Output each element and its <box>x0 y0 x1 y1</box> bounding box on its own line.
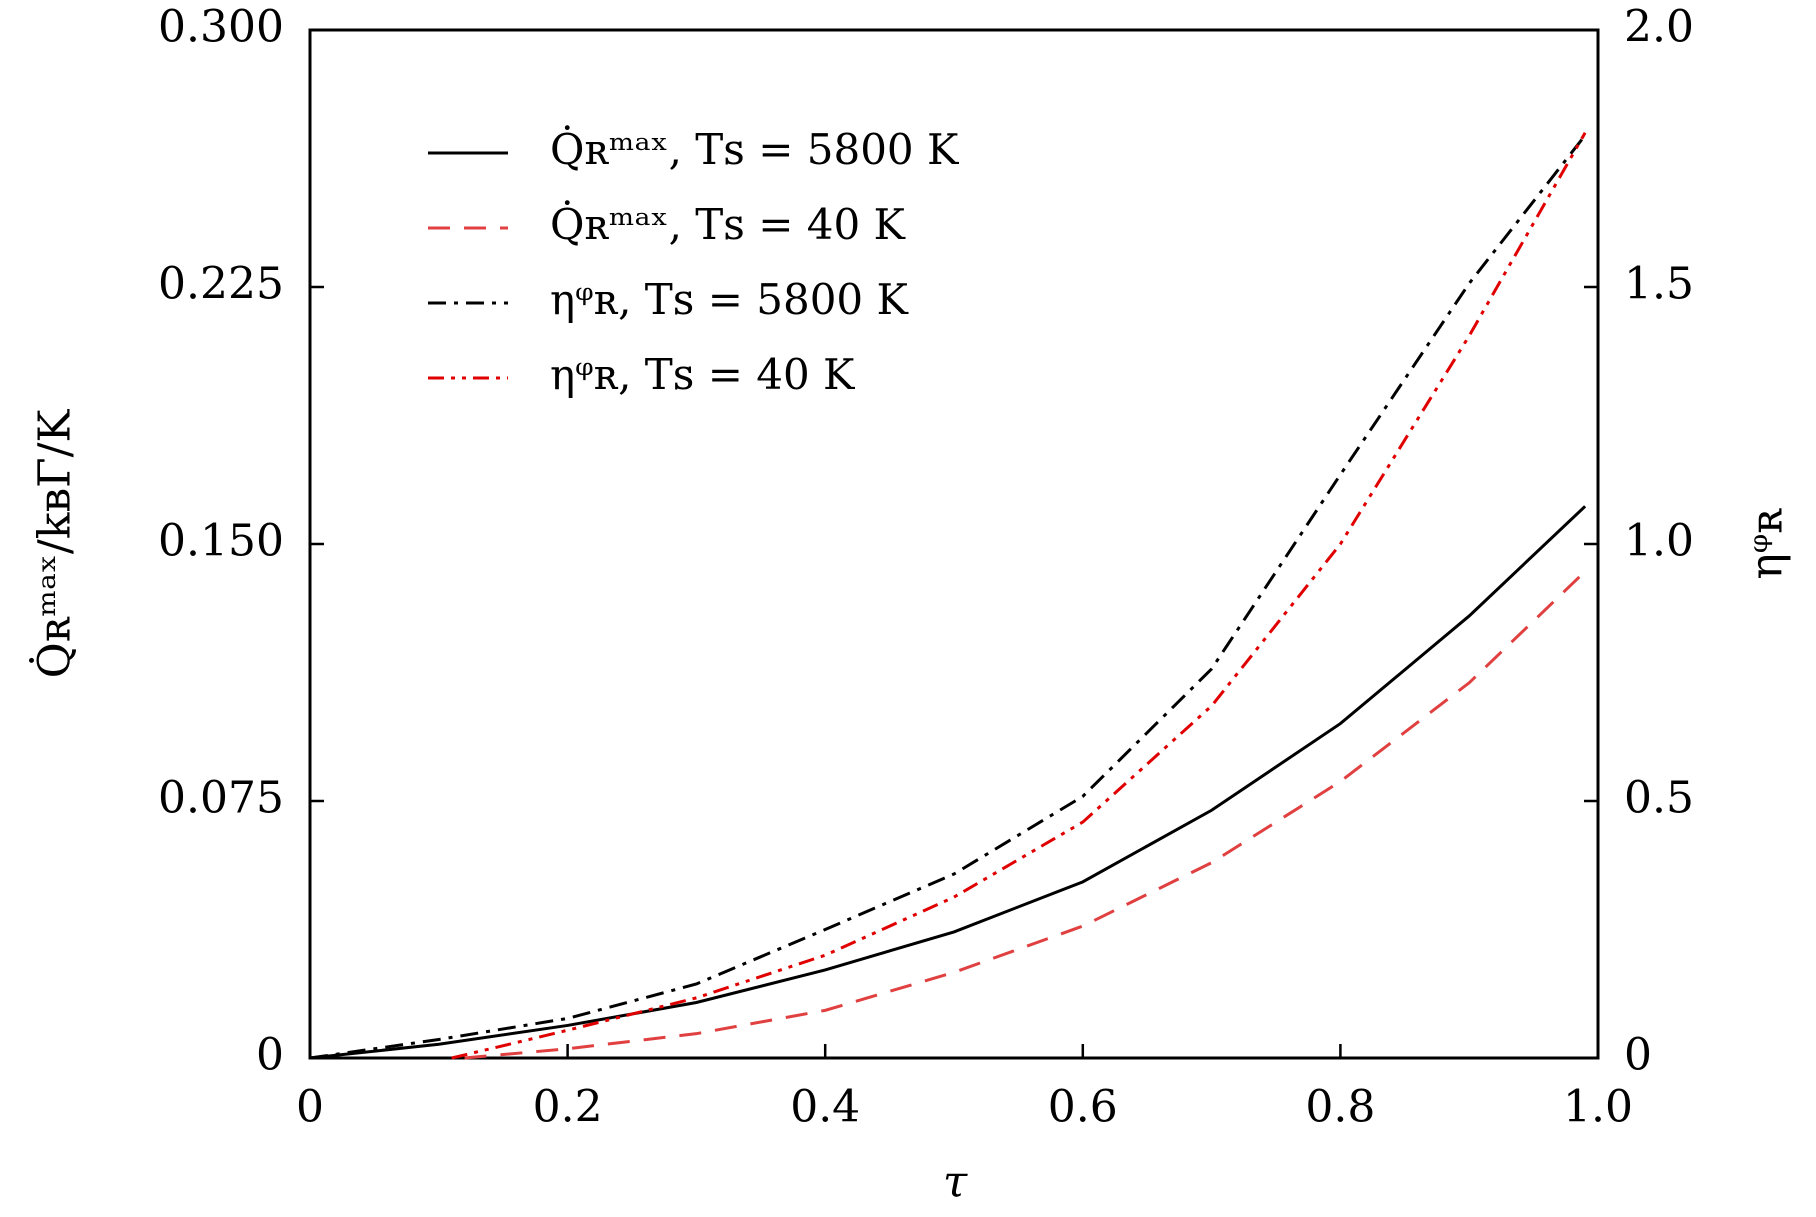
x-tick-label: 1.0 <box>1563 1082 1633 1133</box>
series-line <box>451 132 1587 1060</box>
y-tick-label: 0.225 <box>158 259 284 310</box>
plot-frame <box>308 28 1600 1060</box>
legend-label: Q̇ʀᵐᵃˣ, Tꜱ = 40 K <box>550 199 907 249</box>
y2-tick-label: 0 <box>1624 1030 1652 1081</box>
legend-label: Q̇ʀᵐᵃˣ, Tꜱ = 5800 K <box>550 124 960 174</box>
y2-axis-label: ηᵠʀ <box>1742 508 1793 580</box>
legend-label: ηᵠʀ, Tꜱ = 5800 K <box>550 275 909 324</box>
y-tick-label: 0.300 <box>158 2 284 53</box>
x-tick-label: 0.2 <box>533 1082 603 1133</box>
y-tick-label: 0.075 <box>158 773 284 824</box>
x-tick-label: 0 <box>296 1082 324 1133</box>
legend-label: ηᵠʀ, Tꜱ = 40 K <box>550 350 856 399</box>
x-tick-label: 0.8 <box>1305 1082 1375 1133</box>
y2-tick-label: 0.5 <box>1624 773 1694 824</box>
y-tick-label: 0 <box>256 1030 284 1081</box>
y-tick-label: 0.150 <box>158 516 284 567</box>
x-tick-label: 0.6 <box>1048 1082 1118 1133</box>
series-line <box>309 505 1587 1060</box>
x-axis-label: τ <box>943 1157 968 1208</box>
x-tick-label: 0.4 <box>790 1082 860 1133</box>
series-line <box>309 134 1587 1060</box>
y2-tick-label: 1.0 <box>1624 516 1694 567</box>
series-line <box>464 570 1587 1060</box>
y2-tick-label: 1.5 <box>1624 259 1694 310</box>
y-axis-label: Q̇ʀᵐᵃˣ/kʙΓ/K <box>27 409 80 679</box>
y2-tick-label: 2.0 <box>1624 2 1694 53</box>
